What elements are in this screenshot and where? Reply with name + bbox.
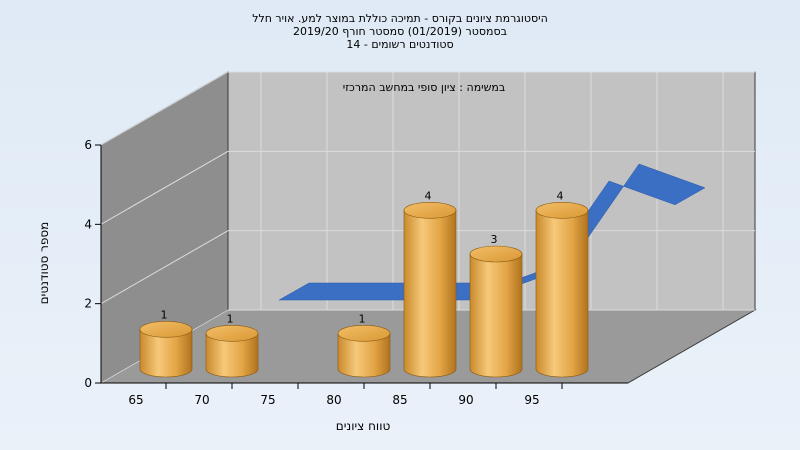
x-tick-label: 85	[392, 393, 407, 407]
bar-top	[205, 325, 259, 342]
bar-cylinder: 4	[403, 189, 457, 378]
x-tick-label: 70	[194, 393, 209, 407]
bar-value-label: 4	[425, 189, 432, 202]
y-tick-label: 2	[84, 297, 92, 311]
bar-value-label: 1	[359, 312, 366, 325]
y-tick-label: 0	[84, 376, 92, 390]
x-tick-label: 80	[326, 393, 341, 407]
bar-cylinder: 3	[469, 233, 523, 378]
y-tick-label: 6	[84, 138, 92, 152]
side-gridline	[100, 71, 229, 146]
bar-cylinder: 1	[337, 312, 391, 378]
bars-group: 1 1 1 4 3 4	[139, 189, 589, 378]
x-axis-label: טווח ציונים	[336, 419, 391, 433]
chart-title-line-3: סטודנטים רשומים - 14	[346, 38, 454, 51]
side-gridline	[100, 150, 229, 225]
gridlines	[100, 71, 755, 384]
bar-top	[139, 321, 193, 338]
bar-body	[205, 333, 259, 378]
inner-title: במשימה : ציון סופי במחשב המרכזי	[343, 81, 506, 94]
bar-top	[535, 202, 589, 219]
bar-body	[469, 253, 523, 378]
bar-value-label: 4	[557, 189, 564, 202]
bar-body	[139, 329, 193, 378]
bar-top	[403, 202, 457, 219]
x-tick-label: 65	[128, 393, 143, 407]
side-gridline	[100, 230, 229, 305]
bar-body	[535, 210, 589, 378]
x-tick-label: 90	[458, 393, 473, 407]
bar-cylinder: 1	[205, 312, 259, 378]
bar-top	[337, 325, 391, 342]
bar-value-label: 1	[227, 312, 234, 325]
bar-cylinder: 1	[139, 308, 193, 378]
y-tick-label: 4	[84, 217, 92, 231]
bar-top	[469, 245, 523, 263]
bar-body	[337, 333, 391, 378]
x-tick-label: 95	[524, 393, 539, 407]
y-axis-label: מספר סטודנטים	[37, 222, 51, 305]
bar-value-label: 3	[491, 233, 498, 246]
bar-body	[403, 210, 457, 378]
bar-cylinder: 4	[535, 189, 589, 378]
bar-value-label: 1	[161, 308, 168, 321]
axes-group: 0 2 4 6 65 70 75 80 85 90 95	[84, 138, 628, 407]
x-tick-label: 75	[260, 393, 275, 407]
chart-title-line-1: היסטוגרמת ציונים בקורס - תמיכה כוללת במו…	[252, 12, 548, 25]
chart-title-line-2: בסמסטר (01/2019) סמסטר חורף 2019/20	[293, 25, 507, 38]
